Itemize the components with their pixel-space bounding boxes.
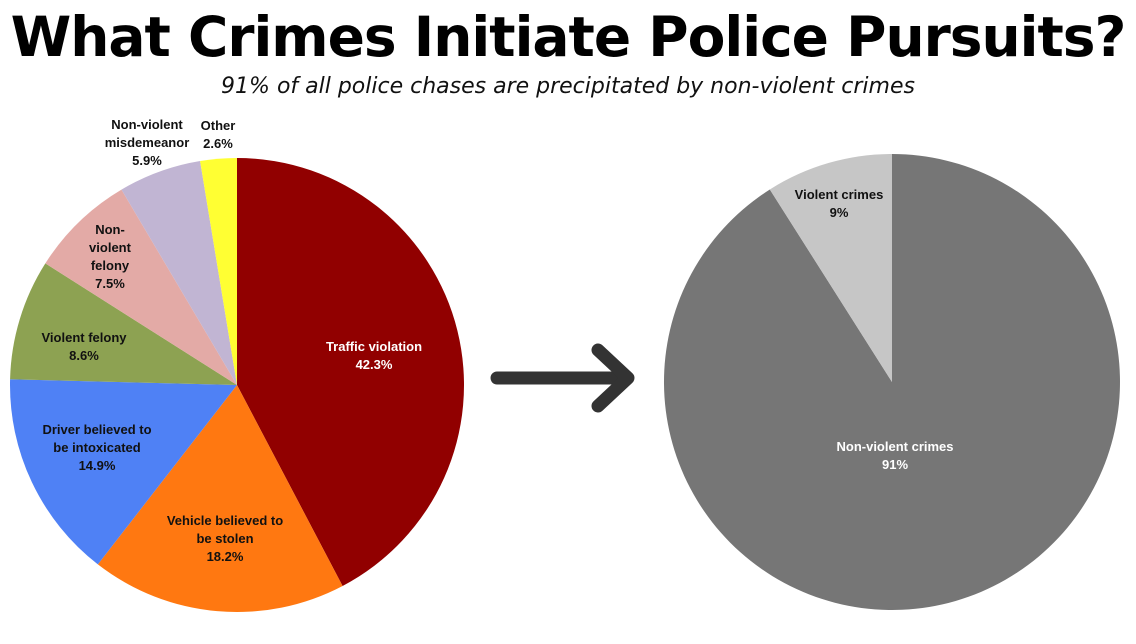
chart-subtitle: 91% of all police chases are precipitate… [221, 74, 915, 99]
slice-label-text: Driver believed to [42, 422, 151, 437]
slice-label-vehicle-believed-to-be-stolen: Vehicle believed to be stolen 18.2% [167, 513, 283, 564]
pie-slice-non-violent-misdemeanor [121, 161, 237, 385]
slice-label-text: Other [201, 118, 236, 133]
slice-label-violent-felony: Violent felony 8.6% [42, 330, 128, 363]
pie-slice-vehicle-believed-to-be-stolen [97, 385, 343, 613]
slice-label-driver-believed-to-be-intoxicated: Driver believed to be intoxicated 14.9% [42, 422, 151, 473]
slice-label-text: misdemeanor [105, 135, 190, 150]
slice-label-text: Violent felony [42, 330, 128, 345]
slice-label-text: Violent crimes [795, 187, 884, 202]
slice-label-text: Non-violent [111, 117, 183, 132]
slice-label-non-violent-felony: Non-violent felony 7.5% [89, 222, 132, 291]
slice-label-non-violent-crimes: Non-violent crimes 91% [836, 439, 953, 472]
slice-label-violent-crimes: Violent crimes 9% [795, 187, 884, 220]
slice-value-label: 91% [882, 457, 908, 472]
slice-value-label: 5.9% [132, 153, 162, 168]
slice-value-label: 42.3% [356, 357, 393, 372]
slice-value-label: 8.6% [69, 348, 99, 363]
pie-slice-other [200, 158, 237, 385]
pie-slice-non-violent-crimes [663, 154, 1120, 610]
pie-slice-driver-believed-to-be-intoxicated [9, 379, 238, 565]
slice-label-non-violent-misdemeanor: Non-violent misdemeanor 5.9% [105, 117, 190, 168]
violence-summary-pie: Non-violent crimes 91% Violent crimes 9% [663, 154, 1120, 610]
slice-value-label: 18.2% [207, 549, 244, 564]
slice-label-text: violent [89, 240, 132, 255]
slice-label-traffic-violation: Traffic violation 42.3% [326, 339, 422, 372]
slice-value-label: 7.5% [95, 276, 125, 291]
pie-slice-non-violent-felony [45, 189, 238, 385]
pie-slice-traffic-violation [237, 158, 465, 586]
slice-label-text: be stolen [196, 531, 253, 546]
pie-slice-violent-crimes [769, 154, 892, 382]
slice-value-label: 2.6% [203, 136, 233, 151]
slice-label-text: Vehicle believed to [167, 513, 283, 528]
slice-value-label: 9% [830, 205, 849, 220]
slice-label-text: be intoxicated [53, 440, 140, 455]
slice-label-text: Non-violent crimes [836, 439, 953, 454]
slice-label-text: Non- [95, 222, 125, 237]
slice-label-text: Traffic violation [326, 339, 422, 354]
slice-label-text: felony [91, 258, 130, 273]
chart-title: What Crimes Initiate Police Pursuits? [10, 5, 1127, 69]
slice-value-label: 14.9% [79, 458, 116, 473]
pie-slice-violent-felony [10, 263, 237, 385]
crime-breakdown-pie: Traffic violation 42.3% Vehicle believed t… [9, 117, 465, 613]
right-arrow-icon [490, 343, 635, 413]
slice-label-other: Other 2.6% [201, 118, 236, 151]
